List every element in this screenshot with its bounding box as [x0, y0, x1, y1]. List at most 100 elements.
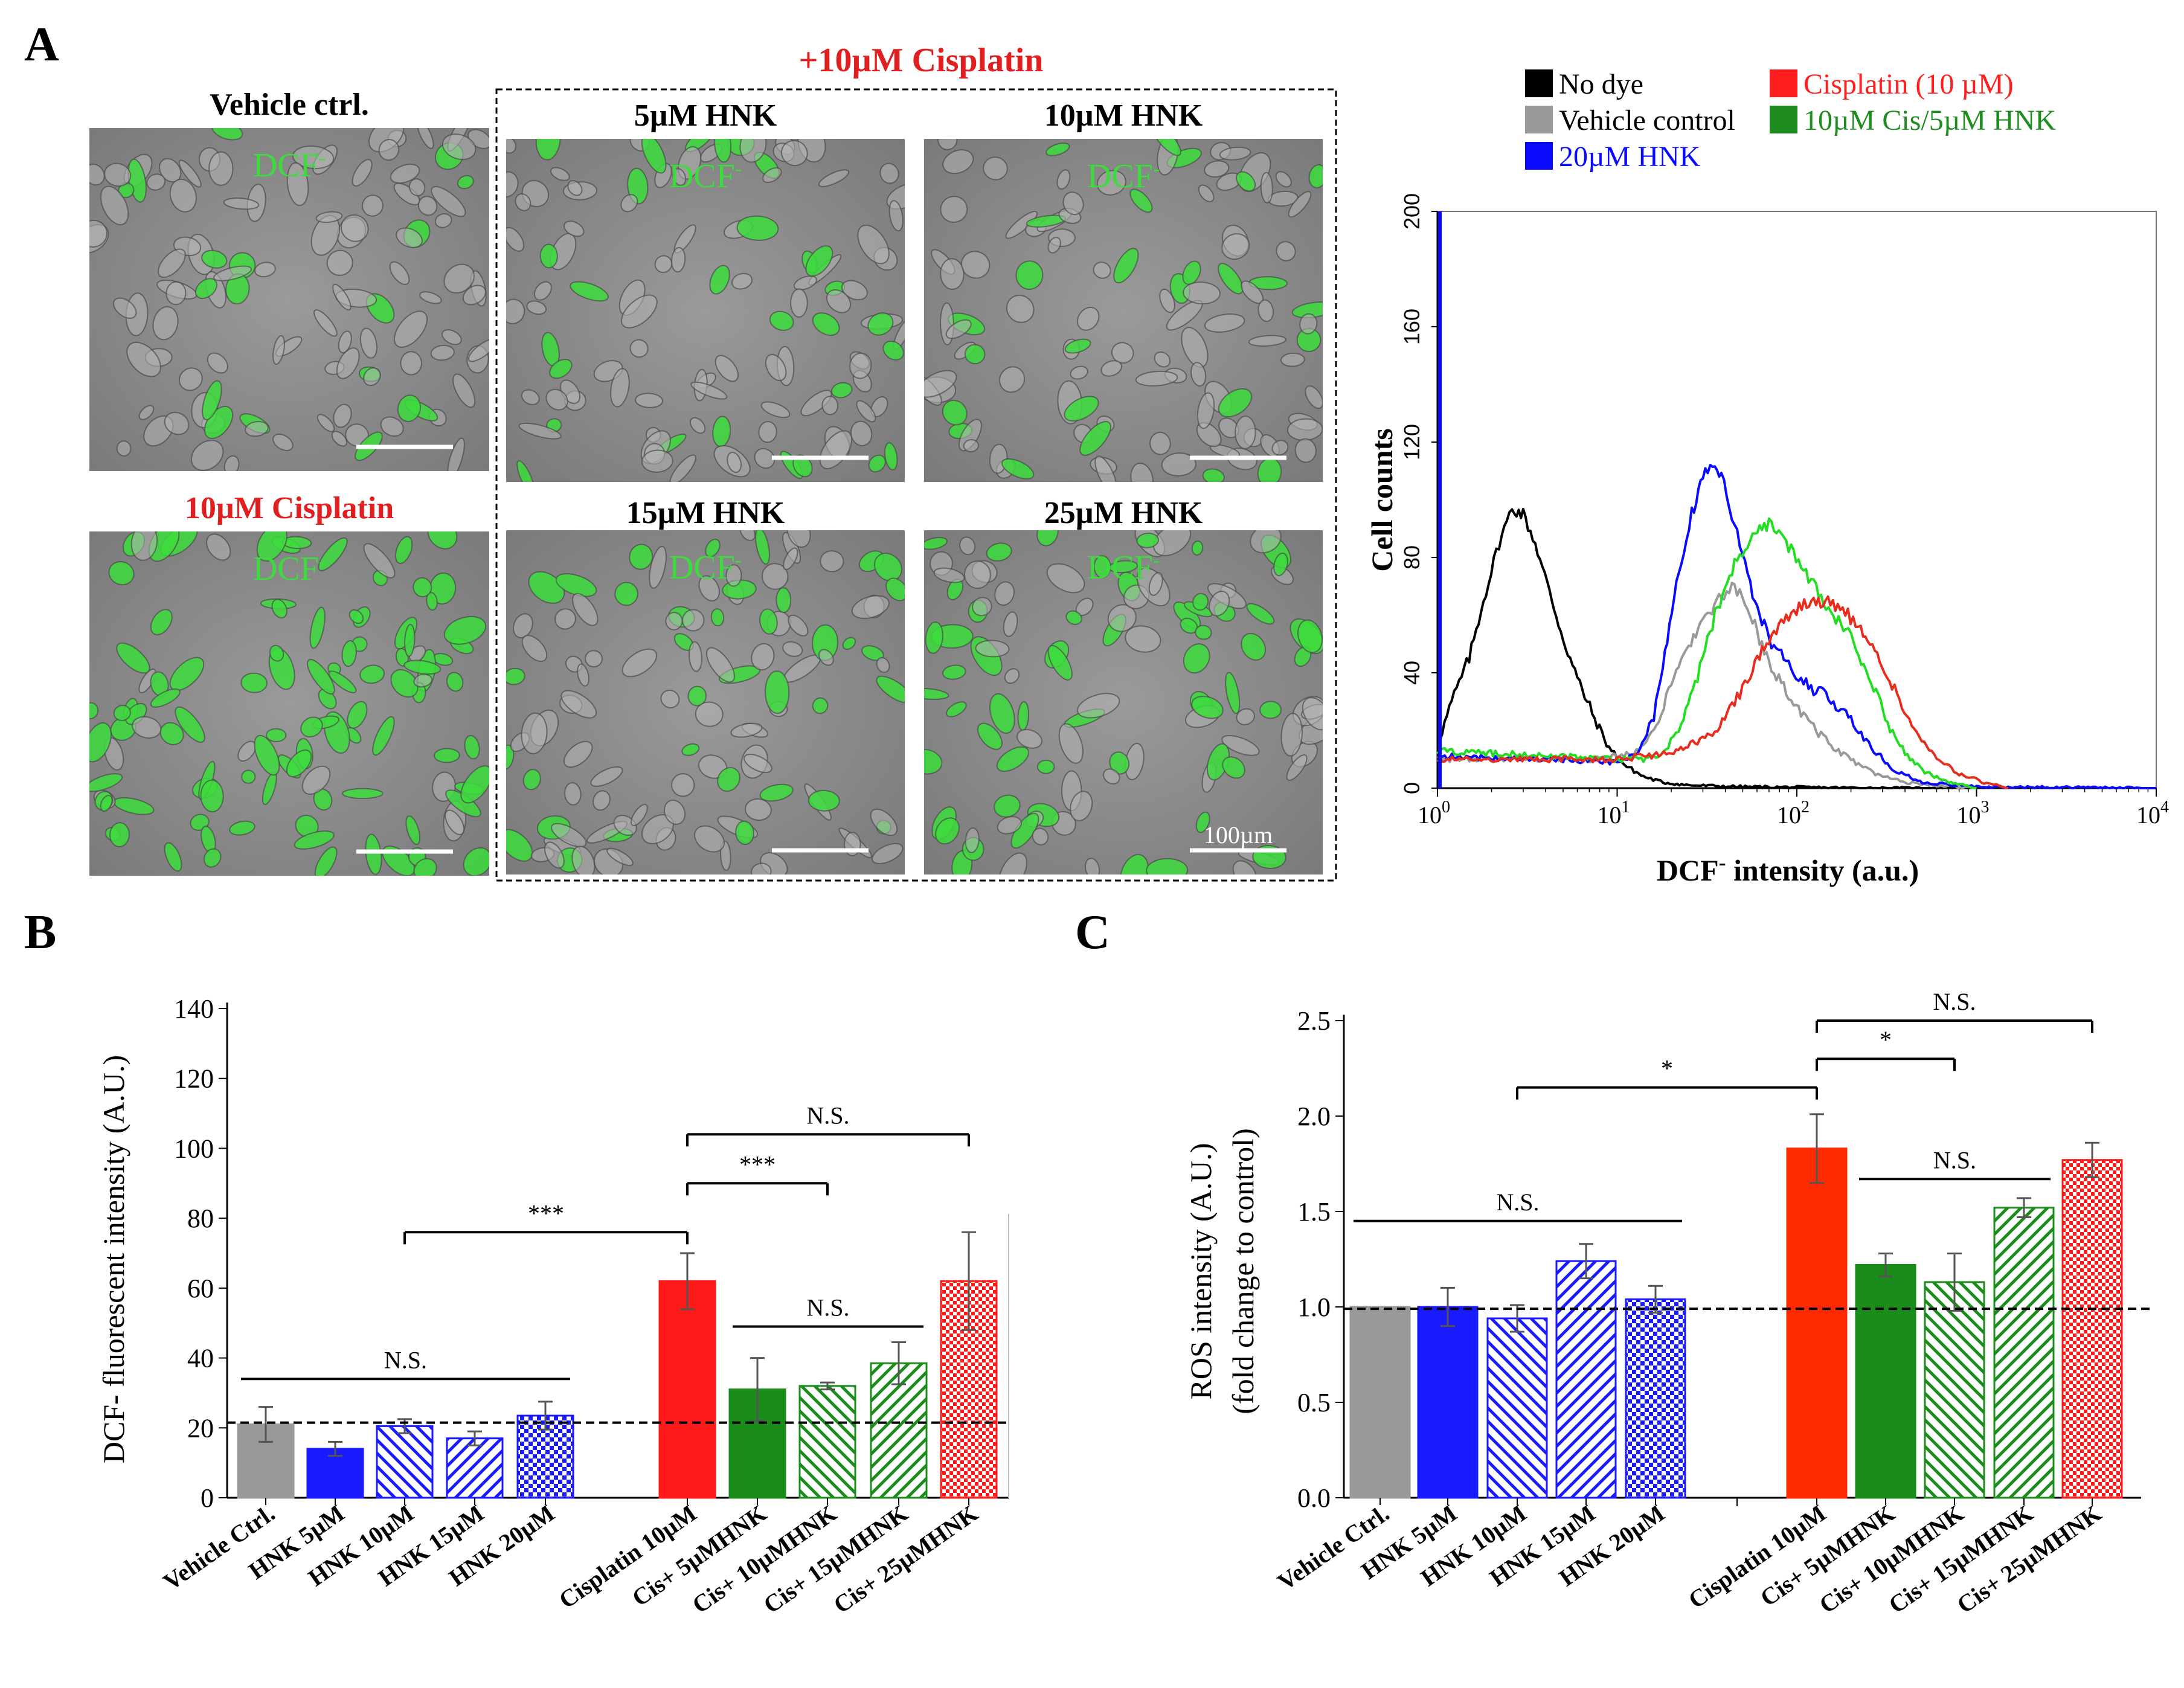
- histogram-y-label: Cell counts: [1365, 428, 1399, 572]
- micrograph-cells-0: [89, 128, 489, 471]
- cell: [266, 728, 287, 743]
- cell: [1297, 619, 1323, 653]
- cell: [1006, 294, 1035, 323]
- cell: [506, 139, 516, 154]
- cell: [446, 672, 464, 692]
- cell: [629, 544, 654, 570]
- histogram-series-0: [1436, 507, 1977, 789]
- cell: [1305, 385, 1323, 409]
- cell: [126, 341, 161, 377]
- cell: [1016, 729, 1042, 749]
- cell: [347, 701, 368, 729]
- cell: [1183, 643, 1210, 674]
- cell: [876, 675, 905, 704]
- cell: [240, 672, 268, 693]
- bar-y-tick-label: 100: [174, 1134, 214, 1163]
- dcf-label-sup: -: [1153, 158, 1160, 180]
- cell: [413, 673, 432, 688]
- cell: [427, 531, 458, 550]
- histogram-series-3: [1436, 517, 1977, 789]
- cell: [554, 608, 576, 630]
- cell: [200, 779, 224, 813]
- cell: [116, 440, 132, 457]
- cell: [758, 421, 777, 443]
- cell: [394, 536, 413, 564]
- cell: [1032, 827, 1049, 846]
- cell: [1109, 751, 1130, 775]
- cell: [405, 815, 421, 846]
- cell: [100, 795, 113, 812]
- cell: [710, 608, 725, 627]
- cell: [989, 693, 1015, 734]
- cell: [812, 312, 840, 336]
- cell: [942, 399, 968, 426]
- micrograph-3: [924, 139, 1323, 482]
- tick-exp: 0: [1442, 798, 1450, 817]
- cell: [521, 635, 548, 663]
- cell: [946, 701, 967, 717]
- cell: [872, 843, 904, 864]
- cell: [1198, 184, 1215, 202]
- cell: [1045, 143, 1070, 156]
- cell: [372, 716, 395, 756]
- cell: [1148, 572, 1163, 596]
- cell: [983, 156, 1008, 181]
- cell: [464, 735, 480, 760]
- cisplatin-group-header: +10µM Cisplatin: [799, 42, 1044, 79]
- cell: [762, 167, 782, 183]
- chartC-y-label: ROS intensity (A.U.): [1184, 1143, 1218, 1400]
- cell: [849, 352, 872, 379]
- cell: [755, 530, 770, 565]
- cell: [1108, 560, 1139, 574]
- cell: [994, 581, 1015, 606]
- cell: [342, 788, 384, 800]
- cell: [445, 809, 465, 835]
- cell: [1001, 458, 1035, 480]
- cell: [1004, 668, 1020, 684]
- cell: [885, 577, 905, 602]
- cell: [873, 553, 902, 582]
- cell: [1100, 360, 1122, 377]
- legend-swatch-4: [1525, 142, 1553, 170]
- cell: [818, 649, 834, 666]
- cell: [113, 297, 137, 319]
- cell: [1183, 281, 1221, 305]
- cell: [272, 433, 294, 451]
- cell: [403, 659, 442, 675]
- cell: [1218, 388, 1253, 418]
- cell: [400, 351, 423, 376]
- cell: [714, 139, 732, 163]
- bar-y-tick-label: 80: [187, 1204, 214, 1233]
- cell: [544, 841, 565, 869]
- cell: [1250, 530, 1282, 554]
- cell: [150, 688, 181, 708]
- cell: [316, 414, 335, 432]
- cell: [629, 339, 649, 358]
- bar-y-tick-label: 0.5: [1297, 1388, 1331, 1417]
- cell: [590, 766, 623, 787]
- cell: [681, 743, 700, 756]
- cell: [521, 389, 540, 405]
- tick-base: 10: [2136, 801, 2160, 829]
- cell: [606, 847, 634, 866]
- cell: [842, 637, 856, 650]
- cell: [879, 162, 899, 184]
- cell: [442, 329, 462, 345]
- cell: [884, 442, 898, 470]
- significance-label-3: N.S.: [806, 1102, 849, 1129]
- cell: [359, 327, 377, 359]
- bar-2: [376, 1425, 434, 1499]
- legend-label-4: 20µM HNK: [1559, 141, 1701, 173]
- cell: [765, 670, 790, 714]
- cell: [593, 790, 611, 811]
- cell: [940, 258, 965, 290]
- cell: [1182, 260, 1201, 285]
- bar-1: [1417, 1306, 1479, 1499]
- cell: [506, 226, 525, 252]
- bar-y-tick-label: 1.5: [1297, 1197, 1331, 1227]
- cell: [698, 575, 721, 602]
- cell: [654, 255, 673, 274]
- micrograph-cells-5: [924, 530, 1323, 874]
- dcf-label-1: DCF-: [253, 550, 326, 588]
- cell: [150, 609, 173, 635]
